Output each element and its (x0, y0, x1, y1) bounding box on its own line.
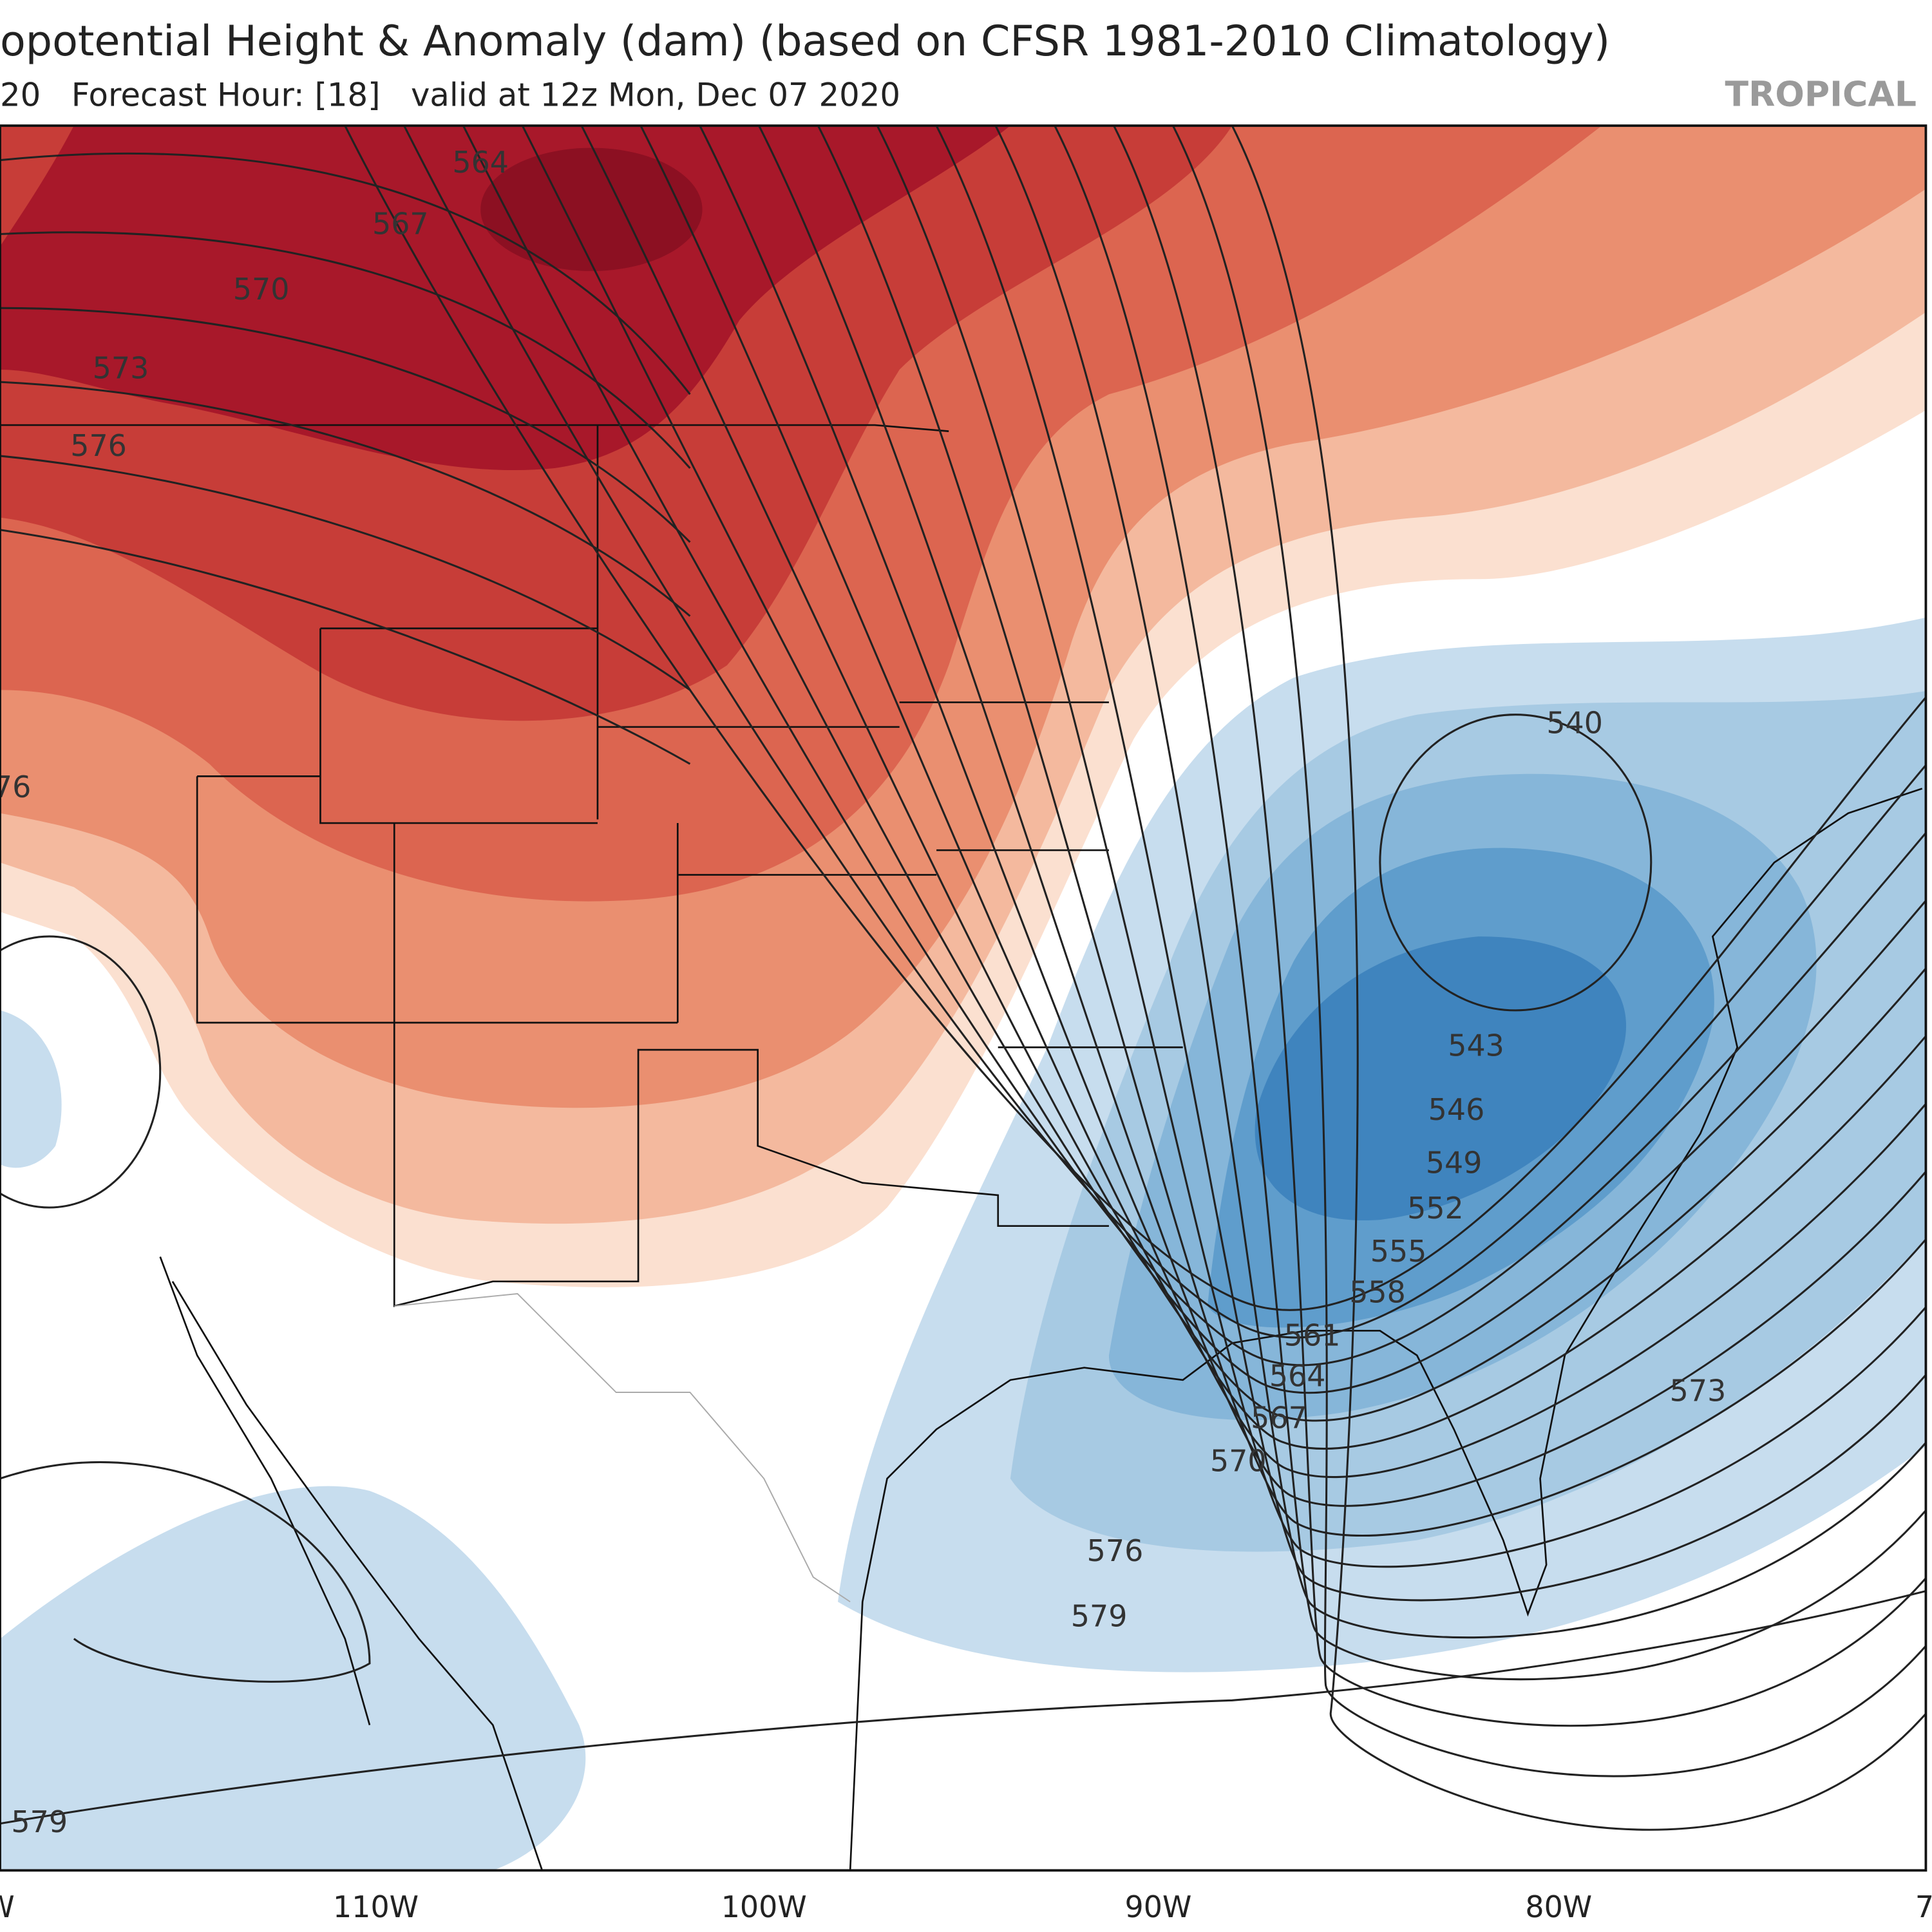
contour-line (817, 126, 1926, 1537)
contour-line (1054, 126, 1926, 1681)
contour-line (1379, 714, 1653, 1012)
contour-line (521, 126, 1926, 1394)
longitude-label: 100W (721, 1889, 807, 1924)
anomaly-band (480, 147, 703, 271)
contour-line (876, 126, 1926, 1568)
contour-label: 543 (1448, 1028, 1504, 1063)
contour-label: 567 (372, 207, 429, 242)
contour-label: 576 (1087, 1533, 1144, 1568)
contour-line (0, 455, 691, 691)
contour-label: 564 (1269, 1358, 1326, 1393)
contour-label: 579 (1071, 1599, 1128, 1634)
contour-label: 558 (1349, 1274, 1406, 1309)
contour-label: 561 (1284, 1318, 1341, 1352)
contour-label: 579 (11, 1804, 68, 1839)
map-frame (0, 124, 1927, 1872)
contour-label: 567 (1251, 1400, 1307, 1435)
contour-label: 549 (1426, 1145, 1482, 1180)
contour-line (639, 126, 1926, 1450)
country-border (394, 1293, 851, 1603)
contour-label: 573 (93, 350, 149, 385)
contour-line (0, 935, 162, 1209)
contour-line (0, 381, 691, 617)
contour-label: 570 (1210, 1443, 1267, 1478)
contour-line (1113, 126, 1926, 1727)
contour-line (0, 1461, 371, 1683)
map-area: 5645675705735767654054354654955255555856… (0, 126, 1926, 1871)
contour-line (1172, 126, 1926, 1777)
brand: TROPICAL (1725, 74, 1917, 115)
anomaly-band (0, 126, 1010, 471)
contour-label: 555 (1370, 1234, 1427, 1269)
longitude-labels: W 110W 100W 90W 80W 7 (0, 1889, 1932, 1924)
contour-line (994, 126, 1926, 1639)
contour-line (0, 1589, 1926, 1825)
contour-line (0, 152, 691, 395)
contour-line (0, 307, 691, 543)
contour-line (462, 126, 1926, 1367)
contour-label: 76 (0, 770, 31, 804)
subtitle: 20 Forecast Hour: [18] valid at 12z Mon,… (0, 77, 900, 114)
coastline (159, 1256, 544, 1871)
contour-line (344, 126, 1926, 1311)
contour-label: 564 (452, 145, 509, 180)
contour-line (935, 126, 1926, 1602)
longitude-label: 80W (1525, 1889, 1592, 1924)
contour-label: 552 (1407, 1191, 1464, 1226)
borders (0, 424, 1923, 1871)
anomaly-band (1255, 936, 1627, 1221)
longitude-label: W (0, 1889, 15, 1924)
title: opotential Height & Anomaly (dam) (based… (0, 17, 1610, 66)
contour-line (580, 126, 1926, 1422)
contour-labels: 5645675705735767654054354654955255555856… (0, 145, 1726, 1839)
coastline (849, 788, 1923, 1871)
border (0, 424, 1183, 1307)
contour-line (0, 529, 691, 765)
contour-line (1231, 126, 1926, 1831)
cold-anomaly (0, 617, 1926, 1871)
contour-label: 546 (1428, 1092, 1485, 1127)
contour-line (0, 231, 691, 469)
height-contours (0, 126, 1926, 1831)
anomaly-band (0, 1486, 586, 1871)
contour-label: 573 (1670, 1373, 1727, 1408)
longitude-label: 90W (1125, 1889, 1192, 1924)
longitude-label: 7 (1915, 1889, 1932, 1924)
longitude-label: 110W (333, 1889, 419, 1924)
anomaly-band (0, 1010, 62, 1168)
contour-line (758, 126, 1926, 1507)
contour-label: 570 (233, 272, 290, 307)
contour-label: 576 (70, 428, 127, 463)
contour-label: 540 (1546, 705, 1603, 740)
